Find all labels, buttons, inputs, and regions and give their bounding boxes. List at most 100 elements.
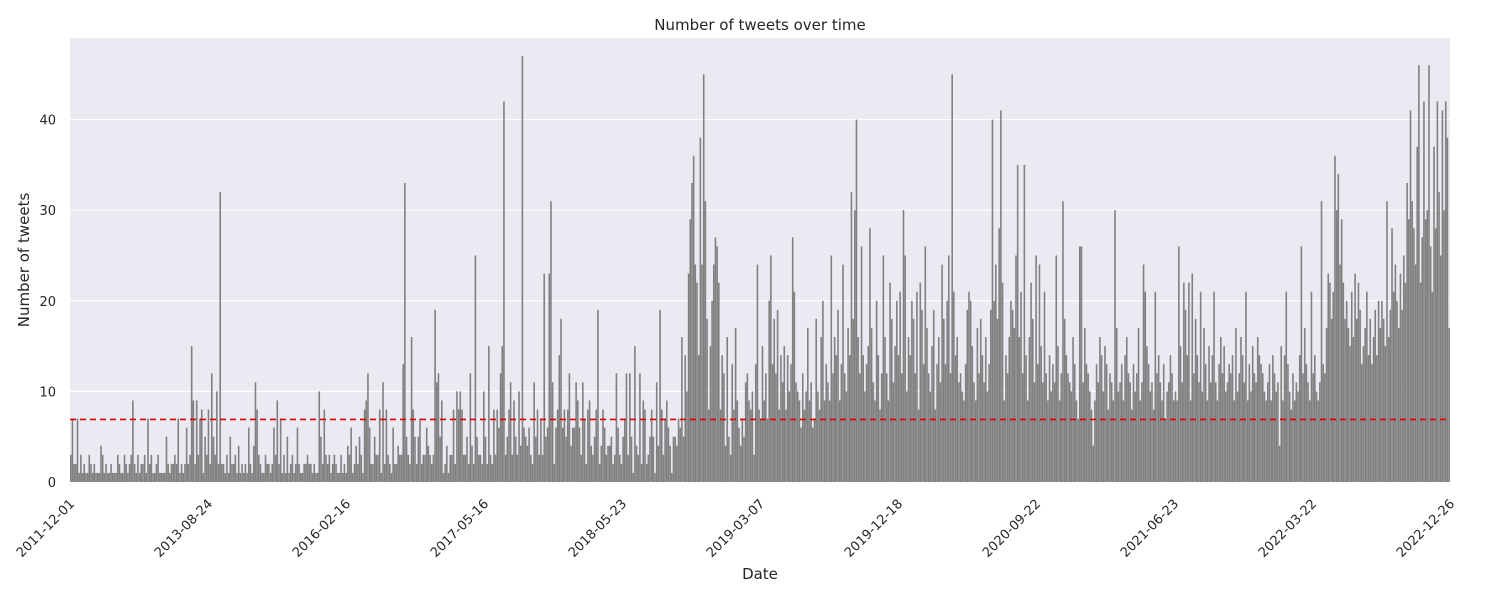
- bar: [207, 409, 210, 482]
- bar: [315, 472, 317, 482]
- bar: [138, 472, 141, 482]
- bar: [434, 309, 436, 482]
- bar: [127, 472, 129, 482]
- bar: [321, 463, 324, 482]
- bar: [1191, 273, 1194, 482]
- bar: [566, 409, 569, 482]
- bar: [1031, 318, 1034, 482]
- bar: [676, 445, 678, 482]
- x-tick-label: 2018-05-23: [566, 497, 630, 561]
- bar: [1282, 400, 1284, 482]
- bar: [424, 454, 426, 482]
- bar: [543, 273, 546, 482]
- bar: [288, 472, 290, 482]
- bar: [343, 463, 346, 482]
- bar: [553, 463, 556, 482]
- bar: [164, 472, 166, 482]
- bar: [1021, 373, 1024, 482]
- bar: [598, 463, 601, 482]
- bar: [212, 436, 215, 482]
- bar: [665, 400, 668, 482]
- bar: [1015, 255, 1017, 482]
- bar: [430, 463, 433, 482]
- bar: [1125, 337, 1128, 482]
- bar: [840, 364, 843, 482]
- bar: [649, 436, 651, 482]
- bar: [88, 454, 91, 482]
- bar: [469, 373, 472, 482]
- bar: [341, 472, 344, 482]
- bar: [158, 472, 161, 482]
- bar: [368, 427, 371, 482]
- bar: [1397, 327, 1400, 482]
- bar: [226, 454, 228, 482]
- y-tick-labels: 0 10 20 30 40: [39, 114, 56, 491]
- bar: [123, 454, 126, 482]
- bar: [723, 373, 725, 482]
- bar: [734, 327, 737, 482]
- bar: [451, 454, 453, 482]
- bar: [865, 364, 868, 482]
- bar: [1084, 327, 1086, 482]
- bar: [174, 454, 176, 482]
- bar: [867, 346, 870, 482]
- bar: [488, 346, 490, 482]
- bar: [348, 454, 351, 482]
- bar: [303, 463, 305, 482]
- bar: [333, 454, 336, 482]
- bar: [169, 472, 171, 482]
- bar: [301, 472, 304, 482]
- bar: [956, 337, 959, 482]
- bar: [441, 400, 443, 482]
- bar: [741, 418, 744, 482]
- bar: [313, 463, 316, 482]
- bar: [1183, 282, 1185, 482]
- bar: [1198, 382, 1200, 482]
- bar: [1006, 373, 1009, 482]
- bar: [378, 409, 381, 482]
- bar: [1220, 337, 1222, 482]
- bar: [561, 427, 564, 482]
- bar: [439, 436, 441, 482]
- bar: [1016, 164, 1019, 483]
- bar: [672, 436, 675, 482]
- bar: [571, 427, 574, 482]
- bar: [820, 337, 823, 482]
- bar: [981, 355, 984, 482]
- bar: [397, 445, 399, 482]
- bar: [278, 463, 280, 482]
- bar: [838, 400, 841, 482]
- bar: [1448, 327, 1450, 482]
- bar: [855, 119, 858, 483]
- bar: [387, 454, 389, 482]
- bar: [91, 472, 94, 482]
- bar: [1020, 291, 1022, 482]
- bar: [939, 382, 942, 482]
- bar: [1073, 364, 1076, 482]
- bar: [765, 373, 767, 482]
- bar: [1221, 373, 1224, 482]
- bar: [773, 318, 776, 482]
- bar: [137, 454, 139, 482]
- bar: [1300, 246, 1303, 482]
- bar: [390, 472, 393, 482]
- bar: [706, 318, 708, 482]
- bar: [1240, 337, 1242, 482]
- bar: [687, 273, 690, 482]
- bar: [657, 445, 660, 482]
- bar: [946, 300, 948, 482]
- bar: [75, 463, 77, 482]
- bar: [1172, 400, 1175, 482]
- bar: [959, 373, 962, 482]
- bar: [274, 454, 277, 482]
- bar: [882, 255, 885, 482]
- bar: [650, 409, 653, 482]
- bar: [805, 391, 807, 482]
- bar: [848, 355, 851, 482]
- bar: [617, 427, 619, 482]
- bar: [310, 463, 312, 482]
- bar: [1013, 327, 1016, 482]
- bar: [1154, 291, 1157, 482]
- bar: [1186, 355, 1189, 482]
- bar: [1042, 382, 1044, 482]
